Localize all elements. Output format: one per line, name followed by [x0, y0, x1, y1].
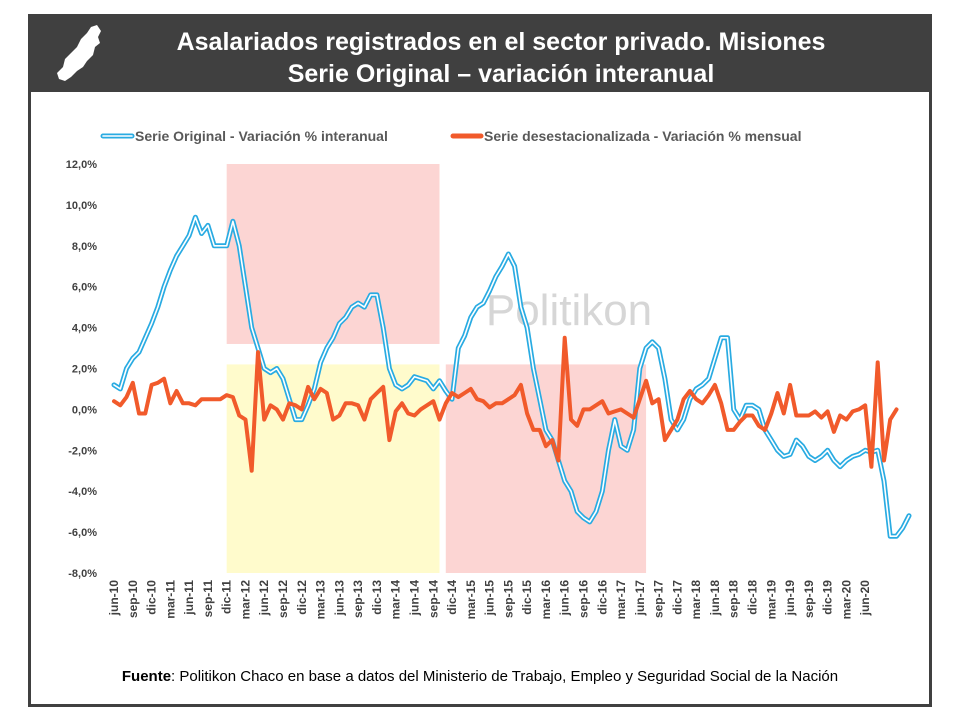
x-tick-label: jun-15: [483, 580, 497, 617]
x-tick-label: mar-17: [614, 580, 628, 620]
y-tick-label: 12,0%: [66, 159, 97, 171]
y-tick-label: 2,0%: [72, 364, 97, 376]
chart-title-line-2: Serie Original – variación interanual: [287, 60, 715, 88]
y-tick-label: 6,0%: [72, 282, 97, 294]
chart-area: Politikon 12,0% 10,0% 8,0% 6,0% 4,0% 2,0% 0,0%…: [66, 128, 912, 620]
x-tick-label: jun-11: [182, 580, 196, 616]
source-note: Fuente: Politikon Chaco en base a datos …: [31, 668, 929, 685]
x-tick-label: jun-20: [858, 580, 872, 617]
y-tick-label: -8,0%: [68, 568, 97, 580]
x-tick-label: sep-16: [576, 580, 590, 618]
x-tick-label: mar-20: [839, 580, 853, 620]
x-tick-label: mar-15: [464, 580, 478, 620]
x-tick-label: mar-14: [389, 580, 403, 620]
legend-label-desest: Serie desestacionalizada - Variación % m…: [484, 128, 801, 144]
x-tick-label: dic-16: [595, 580, 609, 615]
y-tick-label: -2,0%: [68, 445, 97, 457]
x-tick-label: sep-18: [727, 580, 741, 618]
x-tick-label: jun-18: [708, 580, 722, 617]
y-tick-label: 10,0%: [66, 200, 97, 212]
x-tick-label: dic-17: [670, 580, 684, 615]
x-tick-label: dic-19: [821, 580, 835, 615]
x-tick-label: mar-19: [764, 580, 778, 620]
shaded-band-1: [226, 164, 440, 344]
x-tick-label: dic-11: [220, 580, 234, 614]
title-bar: Asalariados registrados en el sector pri…: [31, 17, 929, 92]
x-tick-label: sep-17: [652, 580, 666, 618]
x-tick-label: jun-17: [633, 580, 647, 617]
x-tick-label: jun-10: [107, 580, 121, 617]
x-tick-label: mar-18: [689, 580, 703, 620]
watermark: Politikon: [486, 286, 652, 335]
x-tick-label: sep-13: [351, 580, 365, 618]
misiones-map-icon: [57, 25, 101, 81]
series-desestacionalizada-line: [112, 335, 899, 473]
y-axis: 12,0% 10,0% 8,0% 6,0% 4,0% 2,0% 0,0% -2,0% -4,0%…: [66, 159, 97, 580]
y-tick-label: -4,0%: [68, 486, 97, 498]
x-tick-label: mar-11: [163, 580, 177, 619]
x-tick-label: sep-12: [276, 580, 290, 618]
series-lines: [111, 214, 912, 539]
x-tick-label: dic-15: [520, 580, 534, 615]
series-original-line: [113, 216, 910, 538]
x-tick-label: sep-19: [802, 580, 816, 618]
x-axis: jun-10 sep-10 dic-10 mar-11 jun-11 sep-11 dic-…: [107, 580, 872, 620]
x-tick-label: dic-18: [746, 580, 760, 615]
x-tick-label: sep-14: [426, 580, 440, 618]
chart-frame: Asalariados registrados en el sector pri…: [28, 14, 932, 707]
x-tick-label: jun-14: [407, 580, 421, 617]
x-tick-label: jun-12: [257, 580, 271, 617]
x-tick-label: dic-10: [145, 580, 159, 615]
y-tick-label: 4,0%: [72, 323, 97, 335]
source-label: Fuente: [121, 668, 172, 685]
shaded-periods: [226, 164, 647, 573]
x-tick-label: jun-16: [558, 580, 572, 617]
source-text: : Politikon Chaco en base a datos del Mi…: [171, 668, 839, 685]
x-tick-label: sep-10: [126, 580, 140, 618]
chart-title-line-1: Asalariados registrados en el sector pri…: [176, 28, 826, 56]
y-tick-label: 0,0%: [72, 404, 97, 416]
x-tick-label: jun-13: [332, 580, 346, 617]
legend-label-original: Serie Original - Variación % interanual: [135, 128, 388, 144]
x-tick-label: mar-12: [238, 580, 252, 620]
x-tick-label: dic-14: [445, 580, 459, 615]
y-tick-label: 8,0%: [72, 241, 97, 253]
x-tick-label: sep-15: [501, 580, 515, 618]
x-tick-label: dic-13: [370, 580, 384, 615]
y-tick-label: -6,0%: [68, 527, 97, 539]
legend: Serie Original - Variación % interanual S…: [100, 128, 801, 144]
x-tick-label: mar-16: [539, 580, 553, 620]
x-tick-label: sep-11: [201, 580, 215, 618]
x-tick-label: dic-12: [295, 580, 309, 615]
shaded-band-2: [226, 364, 440, 573]
x-tick-label: mar-13: [314, 580, 328, 620]
x-tick-label: jun-19: [783, 580, 797, 617]
